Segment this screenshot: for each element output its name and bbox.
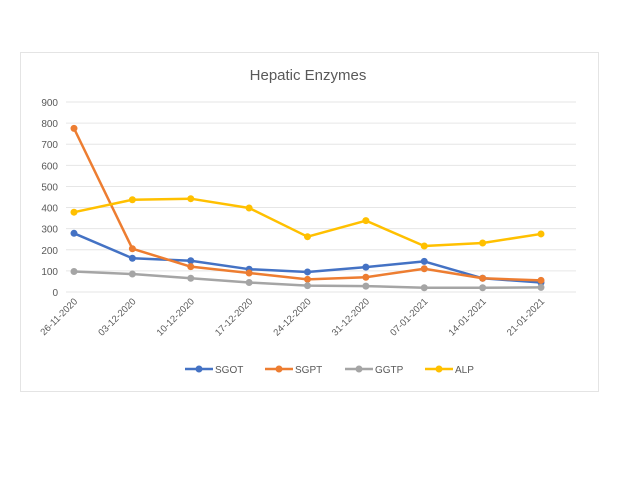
legend-label: GGTP xyxy=(375,365,404,376)
y-tick-label: 900 xyxy=(41,98,58,109)
y-tick-label: 400 xyxy=(41,204,58,215)
data-point-sgot xyxy=(362,263,370,271)
data-point-sgpt xyxy=(304,275,311,283)
x-tick-label: 24-12-2020 xyxy=(271,296,313,338)
data-point-sgpt xyxy=(245,269,253,277)
data-point-alp xyxy=(537,230,545,238)
data-point-alp xyxy=(304,233,311,241)
data-point-ggtp xyxy=(420,284,428,292)
legend-marker-sgpt xyxy=(275,365,283,373)
data-point-sgot xyxy=(304,268,311,276)
legend-label: ALP xyxy=(455,365,474,376)
data-point-ggtp xyxy=(362,282,370,290)
legend-label: SGOT xyxy=(215,365,243,376)
y-tick-label: 200 xyxy=(41,246,58,257)
data-point-sgot xyxy=(420,257,428,265)
data-point-sgot xyxy=(187,257,195,265)
y-tick-label: 800 xyxy=(41,119,58,130)
chart-title: Hepatic Enzymes xyxy=(250,67,367,84)
y-tick-label: 0 xyxy=(52,288,58,299)
data-point-alp xyxy=(245,204,253,212)
x-tick-label: 21-01-2021 xyxy=(505,296,547,338)
y-tick-label: 300 xyxy=(41,225,58,236)
data-point-sgpt xyxy=(479,274,487,282)
data-point-ggtp xyxy=(245,279,253,286)
x-tick-label: 31-12-2020 xyxy=(330,296,372,338)
data-point-sgpt xyxy=(362,273,370,281)
data-point-sgpt xyxy=(128,245,136,253)
y-tick-label: 100 xyxy=(41,267,58,278)
data-point-ggtp xyxy=(128,270,136,278)
x-tick-label: 26-11-2020 xyxy=(38,296,80,338)
data-point-alp xyxy=(187,195,195,203)
data-point-sgpt xyxy=(187,263,195,271)
chart-area xyxy=(20,52,599,392)
x-tick-label: 14-01-2021 xyxy=(447,296,489,338)
data-point-ggtp xyxy=(537,283,545,291)
data-point-sgpt xyxy=(537,276,545,284)
data-point-sgot xyxy=(128,254,136,262)
x-tick-label: 07-01-2021 xyxy=(388,296,430,338)
data-point-sgpt xyxy=(70,124,78,132)
data-point-alp xyxy=(70,208,78,216)
legend-marker-sgot xyxy=(195,365,203,373)
data-point-alp xyxy=(479,239,487,247)
legend-label: SGPT xyxy=(295,365,322,376)
data-point-sgpt xyxy=(420,265,428,273)
data-point-ggtp xyxy=(304,282,311,290)
y-tick-label: 700 xyxy=(41,140,58,151)
y-tick-label: 500 xyxy=(41,182,58,193)
data-point-ggtp xyxy=(187,274,195,282)
x-tick-label: 10-12-2020 xyxy=(155,296,197,338)
data-point-alp xyxy=(128,196,136,204)
data-point-ggtp xyxy=(479,284,487,292)
data-point-alp xyxy=(420,242,428,250)
data-point-sgot xyxy=(70,229,78,237)
legend-marker-ggtp xyxy=(355,365,363,373)
data-point-ggtp xyxy=(70,268,78,276)
legend-marker-alp xyxy=(435,365,443,373)
data-point-alp xyxy=(362,217,370,225)
x-tick-label: 03-12-2020 xyxy=(96,296,138,338)
x-tick-label: 17-12-2020 xyxy=(213,296,255,338)
y-tick-label: 600 xyxy=(41,161,58,172)
